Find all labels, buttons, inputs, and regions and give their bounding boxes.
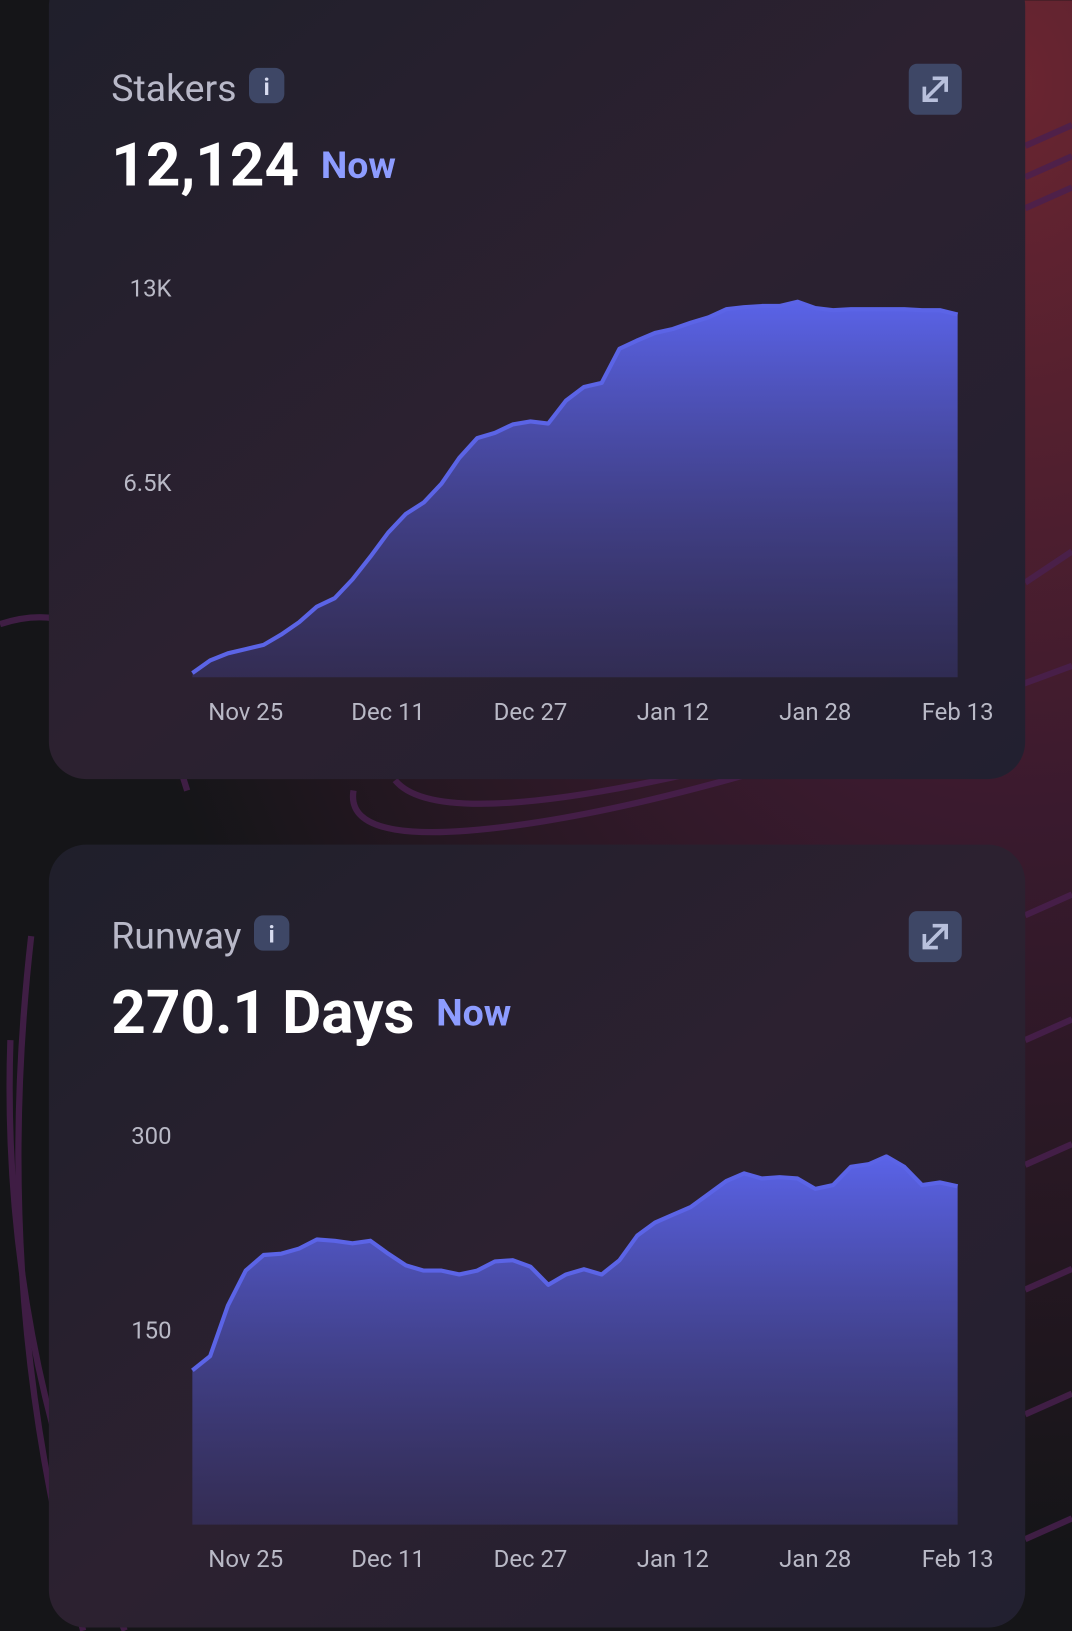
y-tick-label: 13K [130, 275, 172, 303]
y-tick-label: 6.5K [123, 469, 171, 497]
x-tick-label: Jan 28 [779, 1545, 851, 1573]
expand-icon [922, 76, 949, 102]
y-tick-label: 300 [131, 1122, 171, 1150]
expand-button[interactable] [908, 63, 962, 115]
expand-icon [922, 923, 949, 950]
x-tick-label: Jan 12 [637, 1545, 709, 1573]
charts: Stakers i 12,124 Now 6.5K 13K Nov 25 Dec 11 Dec … [111, 63, 994, 1573]
x-tick-label: Dec 27 [494, 698, 568, 726]
info-icon [248, 67, 285, 104]
y-tick-label: 150 [131, 1317, 171, 1345]
headline-value: 270.1 Days [111, 977, 414, 1048]
background-swirls [0, 122, 1072, 1631]
x-tick-label: Feb 13 [922, 698, 994, 726]
card-title: Runway [111, 915, 242, 959]
x-tick-label: Dec 11 [351, 698, 425, 726]
card-title: Stakers [111, 67, 236, 111]
headline-note: Now [436, 992, 511, 1036]
x-tick-label: Dec 11 [351, 1545, 425, 1573]
info-icon-glyph: i [264, 74, 270, 101]
area-line [191, 299, 959, 675]
info-icon [253, 915, 290, 951]
x-tick-label: Jan 12 [637, 698, 709, 726]
x-tick-label: Nov 25 [208, 698, 283, 726]
x-tick-label: Jan 28 [779, 698, 851, 726]
area-fill [192, 1156, 958, 1525]
x-tick-label: Dec 27 [494, 1545, 568, 1573]
x-tick-label: Nov 25 [208, 1545, 283, 1573]
headline-value: 12,124 [111, 129, 299, 200]
expand-button[interactable] [908, 911, 962, 963]
area-line [191, 1154, 959, 1372]
info-icon-glyph: i [269, 921, 275, 948]
x-tick-label: Feb 13 [922, 1545, 994, 1573]
area-fill [192, 301, 958, 678]
headline-note: Now [321, 144, 396, 188]
